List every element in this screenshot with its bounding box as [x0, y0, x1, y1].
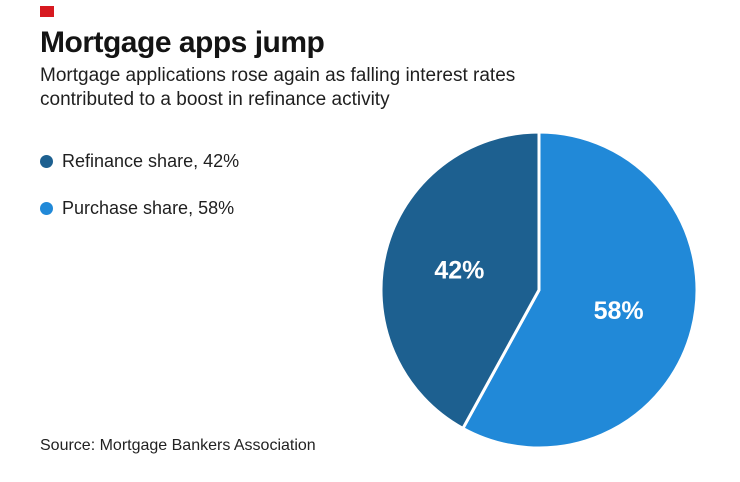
chart-title: Mortgage apps jump	[40, 26, 325, 59]
pie-chart-container: 58% 42%	[378, 129, 700, 451]
legend-dot-refinance-icon	[40, 155, 53, 168]
pie-chart: 58% 42%	[379, 130, 699, 450]
legend-label-refinance: Refinance share, 42%	[62, 151, 240, 171]
legend-dot-purchase-icon	[40, 202, 53, 215]
legend-label-purchase: Purchase share, 58%	[62, 198, 235, 218]
chart-subtitle: Mortgage applications rose again as fall…	[40, 64, 515, 112]
pie-slice-purchase-share	[461, 130, 699, 450]
pie-slice-refinance-share	[379, 130, 541, 430]
pie-label-refinance-share: 42%	[434, 256, 484, 284]
pie-label-purchase-share: 58%	[594, 297, 644, 325]
legend: Refinance share, 42% Purchase share, 58%	[40, 151, 239, 219]
legend-item-refinance: Refinance share, 42%	[40, 151, 239, 172]
chart-subtitle-line-1: Mortgage applications rose again as fall…	[40, 65, 516, 86]
chart-subtitle-line-2: contributed to a boost in refinance acti…	[40, 89, 390, 110]
brand-square-icon	[40, 6, 54, 17]
source-note: Source: Mortgage Bankers Association	[40, 437, 316, 454]
legend-item-purchase: Purchase share, 58%	[40, 198, 239, 219]
